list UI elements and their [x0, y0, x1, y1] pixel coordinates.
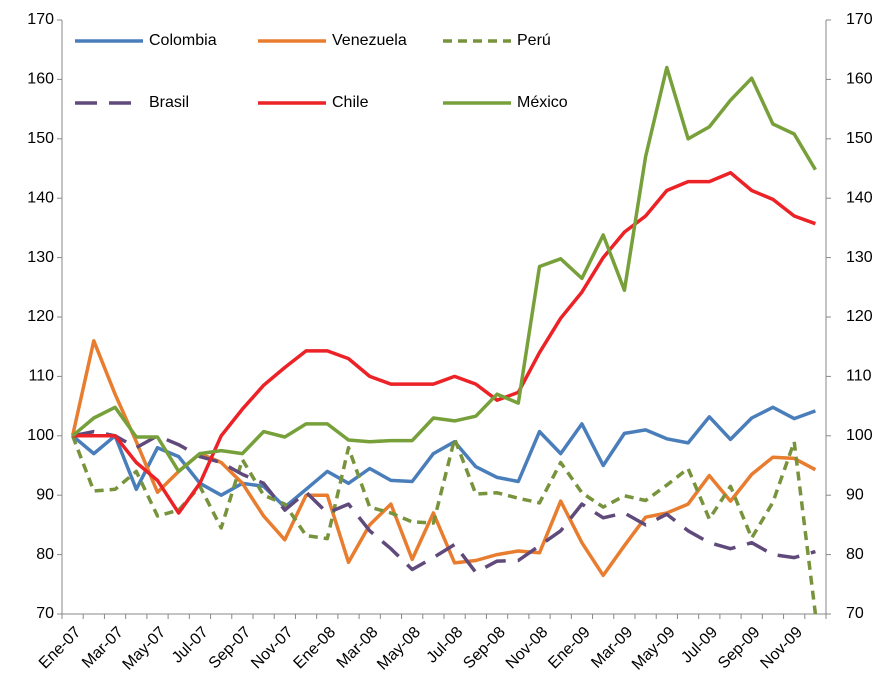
y2-tick-label: 80 — [846, 546, 864, 563]
y-tick-label: 120 — [27, 308, 54, 325]
x-tick-label: Ene-09 — [545, 624, 594, 673]
y-tick-label: 100 — [27, 427, 54, 444]
legend-label: Brasil — [149, 94, 189, 111]
y-tick-label: 70 — [36, 605, 54, 622]
x-tick-label: Nov-08 — [503, 624, 552, 673]
x-tick-label: Nov-07 — [248, 624, 297, 673]
x-tick-label: May-08 — [374, 624, 424, 674]
y2-tick-label: 120 — [846, 308, 873, 325]
y2-tick-label: 160 — [846, 71, 873, 88]
x-tick-label: Mar-09 — [588, 624, 636, 672]
y-tick-label: 80 — [36, 546, 54, 563]
x-tick-label: May-07 — [120, 624, 170, 674]
y2-tick-label: 150 — [846, 130, 873, 147]
x-tick-label: Sep-08 — [460, 624, 509, 673]
y-tick-label: 160 — [27, 71, 54, 88]
legend-label: Colombia — [149, 32, 217, 49]
series-line — [70, 435, 818, 615]
y-tick-label: 90 — [36, 486, 54, 503]
x-tick-label: Nov-09 — [757, 624, 806, 673]
y-tick-label: 170 — [27, 11, 54, 28]
y-tick-label: 110 — [28, 368, 54, 385]
x-tick-label: Ene-07 — [36, 624, 85, 673]
series-line — [71, 405, 816, 509]
x-tick-label: Sep-09 — [715, 624, 764, 673]
x-tick-label: May-09 — [629, 624, 679, 674]
legend-label: México — [517, 94, 568, 111]
y-tick-label: 130 — [27, 249, 54, 266]
y-tick-label: 140 — [27, 189, 54, 206]
legend-label: Perú — [517, 32, 551, 49]
x-tick-label: Sep-07 — [206, 624, 255, 673]
legend-label: Chile — [332, 94, 369, 111]
x-tick-label: Mar-07 — [79, 624, 127, 672]
series-line — [72, 170, 816, 515]
y2-tick-label: 170 — [846, 11, 873, 28]
y2-tick-label: 100 — [846, 427, 873, 444]
series-line — [72, 429, 816, 575]
y2-tick-label: 140 — [846, 189, 873, 206]
y2-tick-label: 130 — [846, 249, 873, 266]
legend-label: Venezuela — [332, 32, 407, 49]
y2-tick-label: 110 — [846, 368, 872, 385]
y2-tick-label: 70 — [846, 605, 864, 622]
y-tick-label: 150 — [27, 130, 54, 147]
x-tick-label: Mar-08 — [334, 624, 382, 672]
series-line — [71, 65, 817, 474]
y2-tick-label: 90 — [846, 486, 864, 503]
series-line — [70, 339, 817, 578]
x-tick-label: Ene-08 — [291, 624, 340, 673]
